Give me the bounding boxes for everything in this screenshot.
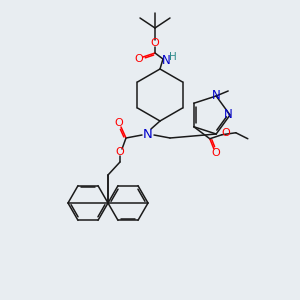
Text: H: H	[169, 52, 177, 62]
Text: O: O	[151, 38, 159, 48]
Text: O: O	[221, 128, 230, 138]
Text: O: O	[135, 54, 143, 64]
Text: N: N	[212, 89, 220, 103]
Text: O: O	[116, 147, 124, 157]
Text: N: N	[162, 53, 170, 67]
Text: N: N	[224, 109, 232, 122]
Text: O: O	[115, 118, 123, 128]
Text: O: O	[212, 148, 220, 158]
Text: N: N	[143, 128, 153, 142]
